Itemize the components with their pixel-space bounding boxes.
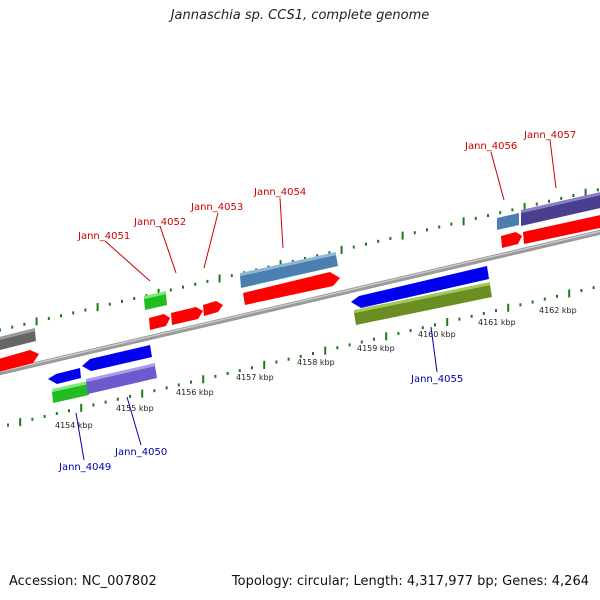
cds-arrow-partial-red[interactable] <box>0 350 39 373</box>
kbp-tick-label: 4161 kbp <box>478 318 516 327</box>
gene-bar-4054-steelblue-top <box>240 252 336 276</box>
cds-arrow-4053-red[interactable] <box>203 301 223 316</box>
leader-4051 <box>104 240 151 282</box>
gene-bar-4051-green[interactable] <box>144 294 167 310</box>
cds-arrow-4049-blue[interactable] <box>48 368 81 384</box>
gene-bar-4055-olive[interactable] <box>354 285 492 325</box>
genome-backbone <box>0 229 600 376</box>
label-jann-4050[interactable]: Jann_4050 <box>114 447 167 458</box>
gene-bar-4049-green[interactable] <box>52 384 89 403</box>
gene-bar-4049-green-top <box>52 381 88 392</box>
label-jann-4053[interactable]: Jann_4053 <box>190 202 243 213</box>
gene-bar-4054-steelblue[interactable] <box>240 255 338 288</box>
cds-arrow-4056-red[interactable] <box>501 232 522 248</box>
cds-arrow-4057-red[interactable] <box>523 214 600 244</box>
leader-4055 <box>430 326 438 373</box>
gene-bar-partial-gray[interactable] <box>0 331 36 351</box>
gene-bar-4051-green-top <box>144 291 166 299</box>
map-title: Jannaschia sp. CCS1, complete genome <box>170 8 430 23</box>
cds-arrow-4054-red[interactable] <box>243 272 340 305</box>
cds-arrow-4050-blue[interactable] <box>82 345 152 371</box>
leader-4057 <box>549 139 557 189</box>
label-jann-4054[interactable]: Jann_4054 <box>253 187 306 198</box>
leader-4052 <box>159 225 177 274</box>
gene-bar-partial-gray-top <box>0 328 35 340</box>
leader-4049 <box>75 412 85 461</box>
forward-scale-dots <box>0 188 599 332</box>
label-jann-4056[interactable]: Jann_4056 <box>464 141 517 152</box>
label-jann-4049[interactable]: Jann_4049 <box>58 462 111 473</box>
kbp-tick-label: 4162 kbp <box>539 306 577 315</box>
gene-bar-4050-lightpurple[interactable] <box>86 366 157 394</box>
kbp-tick-labels: 4154 kbp 4155 kbp 4156 kbp 4157 kbp 4158 kbp… <box>55 306 577 430</box>
gene-bar-4056-steelblue[interactable] <box>497 213 519 230</box>
gene-labels: Jann_4051 Jann_4052 Jann_4053 Jann_4054 … <box>58 130 576 473</box>
kbp-tick-label: 4158 kbp <box>297 358 335 367</box>
leader-4056 <box>490 151 505 201</box>
kbp-tick-label: 4160 kbp <box>418 330 456 339</box>
leader-4050 <box>126 396 142 446</box>
gene-bar-4057-purple-top <box>521 192 600 213</box>
leader-lines <box>75 139 557 461</box>
cds-arrow-4055-blue[interactable] <box>351 266 489 308</box>
kbp-tick-label: 4159 kbp <box>357 344 395 353</box>
leader-4054 <box>279 197 284 249</box>
leader-4053 <box>203 212 219 269</box>
kbp-tick-label: 4154 kbp <box>55 421 93 430</box>
gene-bar-4057-purple[interactable] <box>521 194 600 226</box>
gene-bar-4055-olive-top <box>354 282 490 313</box>
kbp-tick-label: 4155 kbp <box>116 404 154 413</box>
label-jann-4057[interactable]: Jann_4057 <box>523 130 576 141</box>
topology-summary-text: Topology: circular; Length: 4,317,977 bp… <box>231 574 589 589</box>
gene-bar-4050-lightpurple-top <box>86 363 155 382</box>
kbp-tick-label: 4157 kbp <box>236 373 274 382</box>
label-jann-4052[interactable]: Jann_4052 <box>133 217 186 228</box>
reverse-scale-dots <box>7 286 595 427</box>
cds-arrow-4051-red[interactable] <box>149 314 170 330</box>
accession-text: Accession: NC_007802 <box>9 574 157 589</box>
kbp-tick-label: 4156 kbp <box>176 388 214 397</box>
label-jann-4051[interactable]: Jann_4051 <box>77 231 130 242</box>
genome-backbone-highlight <box>0 230 600 373</box>
label-jann-4055[interactable]: Jann_4055 <box>410 374 463 385</box>
cds-arrow-4052-red[interactable] <box>171 307 203 325</box>
